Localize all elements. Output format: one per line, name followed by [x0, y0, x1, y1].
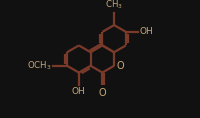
Text: O: O	[117, 61, 124, 71]
Text: OH: OH	[72, 87, 86, 96]
Text: OH: OH	[139, 27, 153, 36]
Text: CH$_3$: CH$_3$	[105, 0, 123, 11]
Text: O: O	[99, 88, 106, 98]
Text: OCH$_3$: OCH$_3$	[27, 60, 52, 72]
